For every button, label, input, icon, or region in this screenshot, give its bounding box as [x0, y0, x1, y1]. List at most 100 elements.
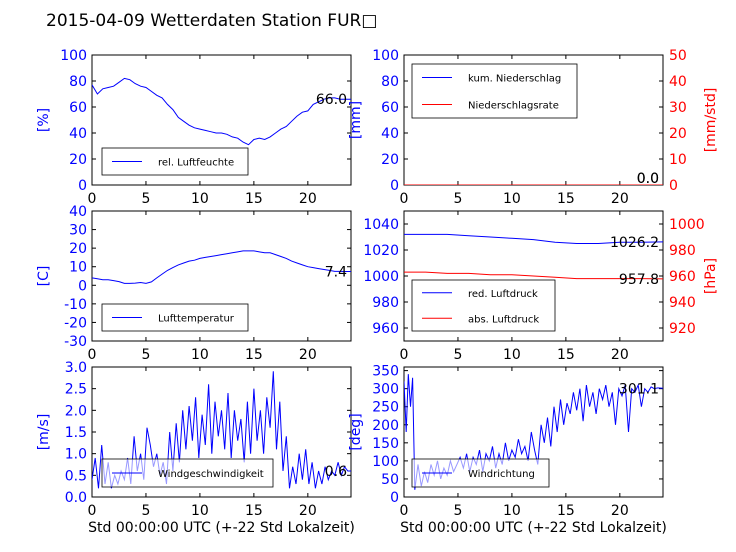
panel-1-x-tick-label: 20 — [611, 191, 629, 207]
panel-0-y-tick-label: 60 — [69, 100, 87, 116]
panel-1-x-tick-label: 0 — [400, 191, 409, 207]
panel-3-legend-box — [411, 279, 556, 332]
panel-3-y-tick-label-right: 960 — [669, 269, 696, 285]
panel-4-x-tick-label: 10 — [191, 503, 209, 519]
panel-3-y-tick-label: 1000 — [363, 269, 399, 285]
panel-2-plot-frame — [91, 210, 352, 342]
panel-0-x-tick-label: 0 — [88, 191, 97, 207]
panel-1-y-tick-label: 60 — [381, 100, 399, 116]
panel-3-x-tick-label: 0 — [400, 347, 409, 363]
panel-0-y-tick-label: 20 — [69, 152, 87, 168]
panel-4-x-tick-label: 20 — [299, 503, 317, 519]
panel-4-x-tick-label: 5 — [141, 503, 150, 519]
panel-1-y-tick-label: 20 — [381, 152, 399, 168]
panel-3-last-value: 1026.2 — [610, 235, 659, 251]
panel-4-x-tick-label: 0 — [88, 503, 97, 519]
figure-title: 2015-04-09 Wetterdaten Station FUR□ — [46, 11, 377, 31]
panel-5-x-tick-label: 5 — [453, 503, 462, 519]
panel-1-y-axis-label-right: [mm/std] — [703, 88, 719, 153]
panel-0-x-tick-label: 5 — [141, 191, 150, 207]
panel-1-x-tick-label: 15 — [557, 191, 575, 207]
panel-2-y-tick-label: 20 — [69, 241, 87, 257]
panel-1-y-tick-label-right: 30 — [669, 100, 687, 116]
panel-1-x-tick-label: 10 — [503, 191, 521, 207]
panel-2-x-tick-label: 15 — [245, 347, 263, 363]
panel-4-y-tick-label: 0.5 — [65, 468, 87, 484]
panel-3-y-tick-label: 980 — [372, 295, 399, 311]
panel-5-y-tick-label: 200 — [372, 418, 399, 434]
panel-2-y-tick-label: 40 — [69, 204, 87, 220]
panel-4-y-tick-label: 1.5 — [65, 425, 87, 441]
panel-2-last-value: 7.4 — [325, 265, 347, 281]
panel-2-series-line-0 — [92, 250, 351, 284]
panel-2-x-tick-label: 20 — [299, 347, 317, 363]
panel-3-y-tick-label-right: 940 — [669, 295, 696, 311]
panel-5-y-axis-label: [deg] — [348, 413, 364, 450]
panel-3-y-axis-label-right: [hPa] — [703, 258, 719, 294]
panel-1-y-tick-label-right: 20 — [669, 126, 687, 142]
panel-5-y-tick-label: 100 — [372, 454, 399, 470]
panel-1-y-tick-label-right: 0 — [669, 178, 678, 194]
panel-1-last-value-right: 0.0 — [637, 171, 659, 187]
panel-4-x-axis-label: Std 00:00:00 UTC (+-22 Std Lokalzeit) — [88, 520, 355, 536]
panel-4-y-tick-label: 2.0 — [65, 403, 87, 419]
panel-4-y-tick-label: 0.0 — [65, 490, 87, 506]
panel-3-series-line-1 — [404, 271, 663, 280]
panel-2-legend-label-0: Lufttemperatur — [158, 314, 235, 325]
panel-0-plot-frame — [91, 54, 352, 186]
panel-3-legend-label-0: red. Luftdruck — [468, 289, 538, 300]
panel-3-last-value-right: 957.8 — [619, 272, 659, 288]
panel-3-y-tick-label: 1020 — [363, 243, 399, 259]
panel-3-y-tick-label-right: 980 — [669, 243, 696, 259]
panel-2-y-tick-label: 30 — [69, 223, 87, 239]
panel-5-plot-frame — [403, 366, 664, 498]
panel-5-x-axis-label: Std 00:00:00 UTC (+-22 Std Lokalzeit) — [400, 520, 667, 536]
panel-3-legend-label-1: abs. Luftdruck — [468, 314, 539, 325]
panel-4-y-axis-label: [m/s] — [36, 414, 52, 451]
panel-2-x-tick-label: 0 — [88, 347, 97, 363]
panel-2-x-tick-label: 5 — [141, 347, 150, 363]
panel-0-y-tick-label: 80 — [69, 74, 87, 90]
panel-2-y-tick-label: -10 — [64, 297, 87, 313]
panel-5-legend-label-0: Windrichtung — [468, 469, 535, 480]
panel-5-y-tick-label: 300 — [372, 382, 399, 398]
panel-2-y-tick-label: -20 — [64, 315, 87, 331]
panel-5-x-tick-label: 0 — [400, 503, 409, 519]
panel-1-y-tick-label: 40 — [381, 126, 399, 142]
panel-4-legend-label-0: Windgeschwindigkeit — [158, 469, 264, 480]
panel-3-x-tick-label: 20 — [611, 347, 629, 363]
panel-3-x-tick-label: 5 — [453, 347, 462, 363]
panel-1-last-value: 0.0 — [637, 171, 659, 187]
panel-4-x-tick-label: 15 — [245, 503, 263, 519]
panel-1-legend-label-0: kum. Niederschlag — [468, 74, 561, 85]
panel-2-y-tick-label: -30 — [64, 334, 87, 350]
panel-3-y-tick-label: 1040 — [363, 217, 399, 233]
panel-5-y-tick-label: 0 — [390, 490, 399, 506]
panel-1-legend-box — [411, 63, 578, 119]
panel-3-y-tick-label: 960 — [372, 321, 399, 337]
panel-4-y-tick-label: 2.5 — [65, 382, 87, 398]
panel-2-y-tick-label: 10 — [69, 260, 87, 276]
panel-1-x-tick-label: 5 — [453, 191, 462, 207]
panel-5-x-tick-label: 15 — [557, 503, 575, 519]
panel-4-series-line-0 — [92, 371, 351, 489]
panel-4-last-value: 0.6 — [325, 464, 347, 480]
panel-3-y-tick-label-right: 1000 — [669, 217, 705, 233]
panel-5-x-tick-label: 10 — [503, 503, 521, 519]
panel-5-y-tick-label: 250 — [372, 400, 399, 416]
panel-0-x-tick-label: 10 — [191, 191, 209, 207]
panel-1-y-tick-label: 0 — [390, 178, 399, 194]
panel-2-y-tick-label: 0 — [78, 278, 87, 294]
panel-5-legend-box — [411, 458, 550, 488]
panel-0-x-tick-label: 15 — [245, 191, 263, 207]
panel-5-y-tick-label: 350 — [372, 364, 399, 380]
panel-5-x-tick-label: 20 — [611, 503, 629, 519]
panel-0-legend-label-0: rel. Luftfeuchte — [158, 158, 234, 169]
panel-0-y-tick-label: 40 — [69, 126, 87, 142]
panel-5-y-tick-label: 50 — [381, 472, 399, 488]
panel-3-x-tick-label: 15 — [557, 347, 575, 363]
panel-1-y-tick-label-right: 10 — [669, 152, 687, 168]
panel-5-last-value: 301.1 — [619, 381, 659, 397]
panel-1-y-axis-label: [mm] — [348, 101, 364, 139]
